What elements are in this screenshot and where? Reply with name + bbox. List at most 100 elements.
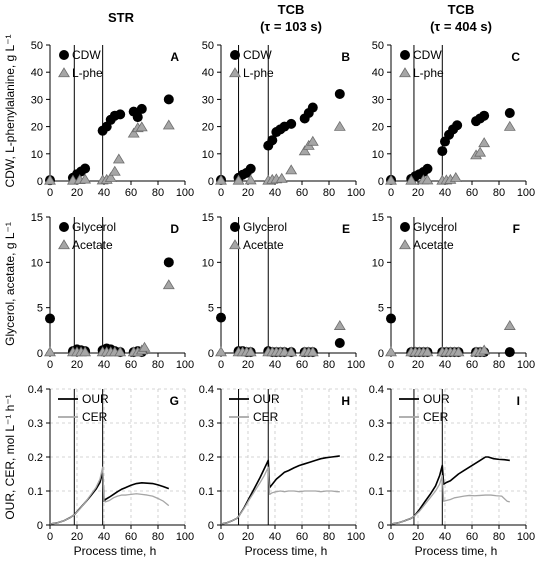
panel-c-cdw-point (452, 120, 463, 131)
panel-c-xtick-label: 100 (517, 187, 535, 199)
panel-d-acetate-point (138, 341, 151, 352)
panel-c-cdw-point (504, 108, 515, 118)
panel-i-xtick-label: 100 (517, 531, 535, 543)
panel-i-ytick-label: 0.3 (369, 418, 384, 430)
col-title-1-line1: STR (108, 10, 135, 25)
panel-b-cdw-point (286, 118, 297, 129)
x-axis-label-col-2: Process time, h (245, 544, 328, 558)
panel-b-xtick-label: 60 (296, 187, 308, 199)
panel-i: 0 0.1 0.2 0.3 0.4 0 20 40 60 80 100 OUR CER I (369, 384, 535, 543)
panel-h-legend-label: CER (253, 410, 279, 424)
panel-c-letter: C (511, 50, 520, 64)
panel-a-legend-label: CDW (72, 48, 101, 62)
panel-c-ytick-label: 50 (372, 40, 384, 52)
x-axis-label-col-3: Process time, h (415, 544, 498, 558)
panel-i-xtick-label: 20 (412, 531, 424, 543)
panel-f-legend-swatch (400, 222, 410, 232)
panel-c-l-phe-point (503, 120, 516, 131)
panel-h-cer-line (220, 466, 340, 525)
row-y-labels: CDW, L-phenylalanine, g L⁻¹ Glycerol, ac… (3, 34, 17, 519)
panel-e-legend-label: Acetate (243, 238, 284, 252)
panel-f-letter: F (513, 222, 520, 236)
row-3-ylabel: OUR, CER, mol L⁻¹ h⁻¹ (3, 394, 17, 519)
col-title-2-line2: (τ = 103 s) (260, 19, 322, 34)
panel-a-ytick-label: 30 (31, 94, 43, 106)
panel-i-ytick-label: 0.2 (369, 452, 384, 464)
x-axis-labels: Process time, h Process time, h Process … (74, 544, 498, 558)
x-axis-label-col-1: Process time, h (74, 544, 157, 558)
panel-i-ytick-label: 0.4 (369, 384, 384, 396)
panel-b-ytick-label: 30 (202, 94, 214, 106)
panel-f: 0 5 10 15 0 20 40 60 80 100 Glycerol Acetate F (372, 212, 535, 371)
panel-a-xtick-label: 20 (71, 187, 83, 199)
panel-a-l-phe-point (44, 174, 56, 185)
panel-b-cdw-point (267, 135, 278, 146)
panel-a-ytick-label: 20 (31, 122, 43, 134)
panel-b-legend-label: CDW (243, 48, 272, 62)
panel-a-legend-swatch (59, 50, 69, 60)
panel-h-ytick-label: 0.4 (199, 384, 214, 396)
panel-c-ytick-label: 0 (378, 176, 384, 188)
panel-a-legend-swatch (58, 67, 70, 78)
panel-d-legend-label: Glycerol (72, 220, 116, 234)
panel-d-xtick-label: 20 (71, 359, 83, 371)
panel-a-l-phe-point (112, 153, 125, 164)
panel-b-l-phe-point (306, 135, 319, 146)
panel-g-xtick-label: 20 (71, 531, 83, 543)
panel-b-l-phe-point (285, 164, 298, 175)
panel-h: 0 0.1 0.2 0.3 0.4 0 20 40 60 80 100 OUR CER H (199, 384, 365, 543)
panel-i-xtick-label: 80 (493, 531, 505, 543)
panel-a-cdw-point (115, 109, 126, 120)
panel-i-letter: I (517, 394, 520, 408)
panel-d: 0 5 10 15 0 20 40 60 80 100 Glycerol Acetate D (31, 212, 194, 371)
panel-c-ytick-label: 20 (372, 122, 384, 134)
panel-a-cdw-point (132, 112, 143, 123)
panel-b-l-phe-point (275, 172, 288, 183)
panel-e-acetate-point (215, 346, 227, 357)
panel-i-xtick-label: 0 (388, 531, 394, 543)
panel-f-ytick-label: 15 (372, 212, 384, 224)
panel-g-xtick-label: 60 (125, 531, 137, 543)
panel-a-ytick-label: 0 (37, 176, 43, 188)
panel-h-legend-label: OUR (253, 392, 280, 406)
panel-b-cdw-point (334, 88, 345, 99)
panel-e-xtick-label: 0 (218, 359, 224, 371)
panel-c-l-phe-point (385, 174, 397, 185)
panel-c-xtick-label: 60 (466, 187, 478, 199)
panel-d-xtick-label: 60 (125, 359, 137, 371)
panel-d-xtick-label: 100 (176, 359, 194, 371)
panel-g-legend-label: CER (82, 410, 108, 424)
panel-d-acetate-point (79, 346, 92, 357)
panel-b-xtick-label: 40 (269, 187, 281, 199)
panel-b-l-phe-point (333, 120, 346, 131)
panel-b-xtick-label: 80 (323, 187, 335, 199)
panel-h-ytick-label: 0.1 (199, 486, 214, 498)
panel-g-xtick-label: 80 (152, 531, 164, 543)
panel-b-legend-swatch (230, 50, 240, 60)
panel-g-ytick-label: 0.2 (28, 452, 43, 464)
panel-a-legend-label: L-phe (72, 66, 103, 80)
panel-c-ytick-label: 10 (372, 149, 384, 161)
panel-c-ytick-label: 30 (372, 94, 384, 106)
panel-c-l-phe-point (449, 171, 462, 182)
panel-g-our-line (49, 471, 170, 525)
panel-f-xtick-label: 80 (493, 359, 505, 371)
panel-a-xtick-label: 80 (152, 187, 164, 199)
panel-a-cdw-point (80, 163, 91, 174)
panel-b-l-phe-point (232, 174, 245, 185)
panel-e-xtick-label: 60 (296, 359, 308, 371)
panel-c-l-phe-point (474, 146, 487, 157)
panel-c-l-phe-point (421, 174, 434, 185)
panel-a-xtick-label: 60 (125, 187, 137, 199)
row-1-ylabel: CDW, L-phenylalanine, g L⁻¹ (3, 34, 17, 187)
panel-b-l-phe-point (215, 174, 227, 185)
panel-h-ytick-label: 0.2 (199, 452, 214, 464)
panel-d-ytick-label: 0 (37, 348, 43, 360)
panel-a-l-phe-point (127, 127, 140, 138)
panel-b-ytick-label: 20 (202, 122, 214, 134)
panel-d-glycerol-point (163, 257, 174, 268)
panel-c-ytick-label: 40 (372, 67, 384, 79)
panel-g-ytick-label: 0 (37, 520, 43, 532)
panel-i-xtick-label: 40 (439, 531, 451, 543)
